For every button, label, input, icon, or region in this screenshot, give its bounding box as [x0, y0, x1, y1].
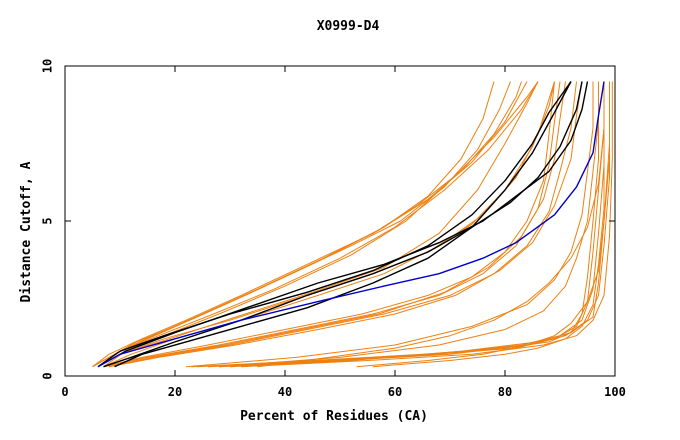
x-tick-label: 20	[168, 385, 182, 399]
series-line-k3	[97, 81, 589, 368]
series-line-o10	[103, 81, 555, 368]
series-line-o1	[92, 81, 522, 368]
series-line-o11	[103, 81, 561, 368]
series-line-o22	[372, 81, 605, 368]
series-line-k2	[103, 81, 583, 368]
series-line-o13	[108, 81, 583, 368]
series-layer	[92, 81, 613, 368]
series-line-o19	[229, 81, 610, 368]
series-line-b1	[97, 81, 605, 368]
series-line-o25	[185, 81, 594, 368]
series-line-k4	[97, 81, 572, 368]
series-line-o23	[257, 81, 605, 368]
series-line-o12	[108, 81, 577, 368]
series-line-o17	[207, 81, 605, 368]
series-line-o18	[218, 81, 610, 368]
x-tick-label: 60	[388, 385, 402, 399]
x-tick-label: 0	[61, 385, 68, 399]
series-line-o8	[103, 81, 555, 368]
y-axis-label: Distance Cutoff, A	[19, 161, 34, 302]
axes-layer: 0 20 40 60 80 100 0 5 10	[41, 59, 626, 399]
chart-title: X0999-D4	[317, 19, 380, 34]
x-tick-label: 80	[498, 385, 512, 399]
series-line-k1	[114, 81, 572, 368]
plot-frame	[64, 65, 616, 377]
x-tick-label: 40	[278, 385, 292, 399]
y-tick-label: 0	[41, 372, 55, 379]
series-line-o21	[356, 81, 610, 368]
series-line-o20	[240, 81, 613, 368]
series-line-o5	[97, 81, 495, 368]
series-line-o24	[218, 81, 599, 368]
series-line-o6	[103, 81, 539, 368]
series-line-o9	[97, 81, 539, 368]
x-axis-label: Percent of Residues (CA)	[240, 409, 428, 424]
y-tick-label: 5	[41, 217, 55, 224]
series-line-o2	[92, 81, 528, 368]
x-tick-label: 100	[604, 385, 626, 399]
series-line-o3	[97, 81, 539, 368]
y-tick-label: 10	[41, 59, 55, 73]
